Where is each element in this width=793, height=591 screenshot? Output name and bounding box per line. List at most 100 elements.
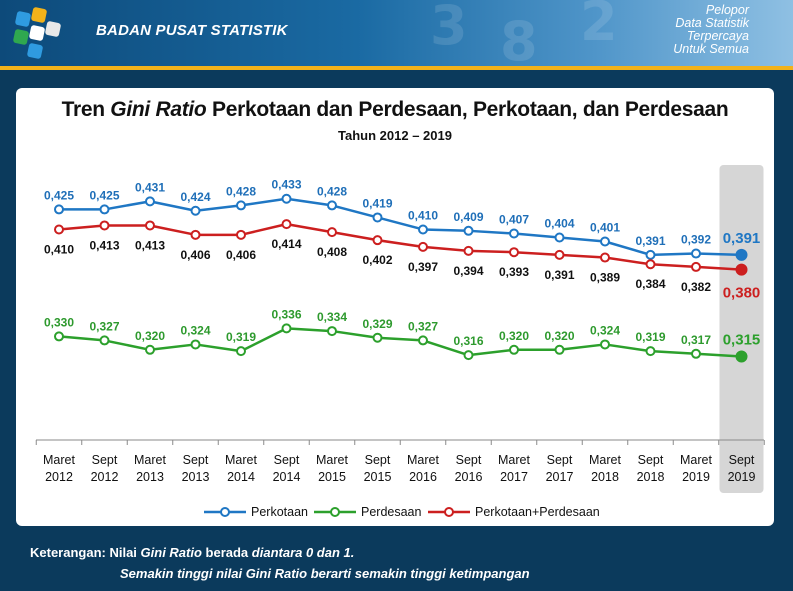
series-point [190,229,201,240]
data-label: 0,404 [544,216,574,230]
data-label: 0,410 [408,208,438,222]
x-tick-label: Sept [365,453,391,467]
series-point [509,344,519,355]
bps-logo-icon [13,7,61,59]
series-point [99,220,110,231]
data-label: 0,384 [635,277,665,291]
data-label: 0,336 [271,307,301,321]
decor-digit: 2 [580,0,618,53]
chart-title: Tren Gini Ratio Perkotaan dan Perdesaan,… [16,98,774,122]
series-point [99,335,110,346]
x-tick-label: Sept [183,453,209,467]
series-point [554,232,565,243]
data-label: 0,391 [544,268,574,282]
x-tick-label: 2015 [364,470,392,484]
series-point [554,249,565,260]
x-tick-label: 2016 [409,470,437,484]
x-tick-label: Maret [498,453,530,467]
x-tick-label: 2012 [91,470,119,484]
series-point [645,249,656,260]
x-tick-label: Sept [638,453,664,467]
x-tick-label: Sept [729,453,755,467]
data-label: 0,391 [635,234,665,248]
data-label: 0,324 [590,323,620,337]
data-label: 0,320 [499,329,529,343]
series-point [554,344,565,355]
series-point [190,205,201,216]
legend-label: Perdesaan [361,505,422,519]
x-tick-label: 2019 [728,470,756,484]
series-point [281,323,292,334]
data-label: 0,380 [723,285,761,302]
series-point [600,339,610,350]
series-line-2 [58,222,742,271]
series-point [327,200,337,211]
series-point [372,332,383,343]
x-tick-label: Sept [92,453,118,467]
data-label: 0,319 [226,330,256,344]
series-point [418,241,428,252]
series-point [54,204,64,215]
x-tick-label: Maret [134,453,166,467]
series-point [463,350,474,361]
data-label: 0,414 [271,237,301,251]
data-label: 0,319 [635,330,665,344]
series-point [236,346,246,357]
header-stripe [0,66,793,70]
series-point [236,200,246,211]
series-point [145,196,155,207]
motto: Pelopor Data Statistik Terpercaya Untuk … [673,4,749,56]
series-point [735,248,748,261]
x-tick-label: Maret [680,453,712,467]
data-label: 0,382 [681,280,711,294]
data-label: 0,431 [135,180,165,194]
x-tick-label: 2013 [136,470,164,484]
legend-marker [330,507,340,517]
decor-digit: 3 [430,0,468,57]
x-tick-label: Maret [407,453,439,467]
legend-label: Perkotaan [251,505,308,519]
data-label: 0,324 [180,323,210,337]
note-text: berada [201,545,252,560]
data-label: 0,330 [44,315,74,329]
data-label: 0,394 [453,264,483,278]
data-label: 0,316 [453,334,483,348]
x-tick-label: 2015 [318,470,346,484]
data-label: 0,428 [317,184,347,198]
data-label: 0,397 [408,260,438,274]
x-tick-label: Maret [43,453,75,467]
series-point [645,346,656,357]
series-point [735,263,748,276]
series-point [645,259,656,270]
data-label: 0,419 [362,196,392,210]
data-label: 0,413 [89,238,119,252]
data-label: 0,413 [135,238,165,252]
x-tick-label: Maret [225,453,257,467]
x-tick-label: 2012 [45,470,73,484]
data-label: 0,327 [89,319,119,333]
data-label: 0,320 [544,329,574,343]
data-label: 0,389 [590,271,620,285]
x-tick-label: 2017 [500,470,528,484]
note-italic: Gini Ratio [140,545,202,560]
series-point [691,248,701,259]
data-label: 0,407 [499,212,529,226]
data-label: 0,392 [681,233,711,247]
series-point [463,245,474,256]
data-label: 0,317 [681,333,711,347]
chart-subtitle: Tahun 2012 – 2019 [338,128,452,143]
series-point [600,236,610,247]
data-label: 0,327 [408,319,438,333]
x-tick-label: 2014 [273,470,301,484]
note-italic: diantara 0 dan 1. [251,545,355,560]
line-chart: Maret 2012 Sept 2012 Maret 2013 Sept 2013 Maret 2… [35,165,765,519]
series-point [54,224,64,235]
org-name: BADAN PUSAT STATISTIK [96,22,288,39]
series-point [99,204,110,215]
series-point [372,235,383,246]
legend-marker [444,507,454,517]
x-tick-label: Sept [274,453,300,467]
data-label: 0,409 [453,210,483,224]
series-point [463,225,474,236]
legend-label: Perkotaan+Perdesaan [475,505,600,519]
